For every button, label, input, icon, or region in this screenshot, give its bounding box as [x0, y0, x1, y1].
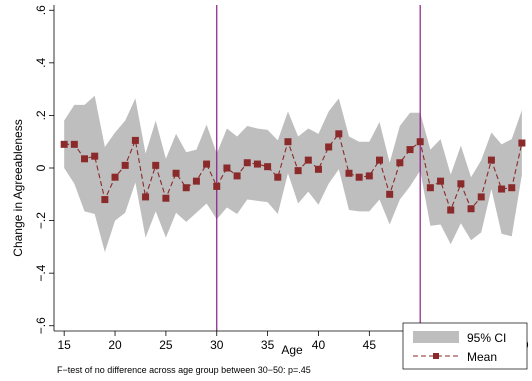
mean-point [264, 163, 272, 171]
mean-point [345, 169, 353, 177]
mean-point [81, 155, 89, 163]
mean-point [416, 138, 424, 146]
mean-point [162, 194, 170, 202]
mean-point [101, 196, 109, 204]
y-tick-label: .6 [34, 5, 48, 15]
mean-point [91, 152, 99, 160]
mean-point [111, 173, 119, 181]
mean-point [152, 161, 160, 169]
mean-line [64, 132, 523, 212]
mean-point [304, 156, 312, 164]
x-tick-label: 15 [57, 338, 71, 352]
y-tick-label: 0 [34, 164, 48, 171]
mean-point [498, 185, 506, 193]
x-tick-label: 20 [108, 338, 122, 352]
legend-label-ci: 95% CI [467, 331, 506, 345]
y-tick-label: .4 [34, 58, 48, 68]
y-tick-label: −.4 [34, 264, 48, 281]
mean-point [386, 190, 394, 198]
mean-point [131, 136, 139, 144]
mean-point [142, 193, 150, 201]
mean-point [182, 184, 190, 192]
legend-label-mean: Mean [467, 350, 497, 364]
mean-point [203, 160, 211, 168]
mean-point [192, 177, 200, 185]
legend-mean-marker [433, 353, 439, 359]
mean-point [376, 156, 384, 164]
mean-point [294, 167, 302, 175]
ci-band [64, 95, 522, 253]
mean-point [325, 143, 333, 151]
x-tick-label: 45 [363, 338, 377, 352]
mean-point [437, 177, 445, 185]
x-tick-label: 30 [210, 338, 224, 352]
chart-note: F−test of no difference across age group… [57, 365, 311, 375]
y-tick-label: .2 [34, 110, 48, 120]
mean-point [365, 172, 373, 180]
legend-box [402, 322, 528, 370]
x-axis-title: Age [281, 343, 303, 357]
mean-point [447, 206, 455, 214]
mean-point [121, 161, 129, 169]
legend: 95% CI Mean [402, 322, 528, 370]
mean-point [508, 184, 516, 192]
y-tick-label: −.2 [34, 212, 48, 229]
mean-point [477, 193, 485, 201]
mean-point [355, 173, 363, 181]
x-tick-label: 25 [159, 338, 173, 352]
legend-ci-swatch [413, 331, 459, 343]
mean-point [467, 205, 475, 213]
y-axis-title: Change in Agreeableness [11, 119, 25, 256]
mean-point [70, 140, 78, 148]
mean-point [243, 159, 251, 167]
mean-point [314, 165, 322, 173]
mean-point [457, 180, 465, 188]
mean-point [172, 169, 180, 177]
mean-point [284, 138, 292, 146]
y-tick-label: −.6 [34, 317, 48, 334]
mean-point [426, 184, 434, 192]
mean-point [335, 130, 343, 138]
plot-area [60, 5, 526, 331]
mean-point [213, 182, 221, 190]
mean-point [396, 159, 404, 167]
mean-point [518, 139, 526, 147]
mean-point [233, 172, 241, 180]
mean-point [253, 160, 261, 168]
x-tick-label: 35 [261, 338, 275, 352]
mean-point [274, 173, 282, 181]
mean-point [487, 156, 495, 164]
mean-point [60, 140, 68, 148]
mean-point [406, 146, 414, 154]
x-tick-label: 40 [312, 338, 326, 352]
mean-point [223, 164, 231, 172]
